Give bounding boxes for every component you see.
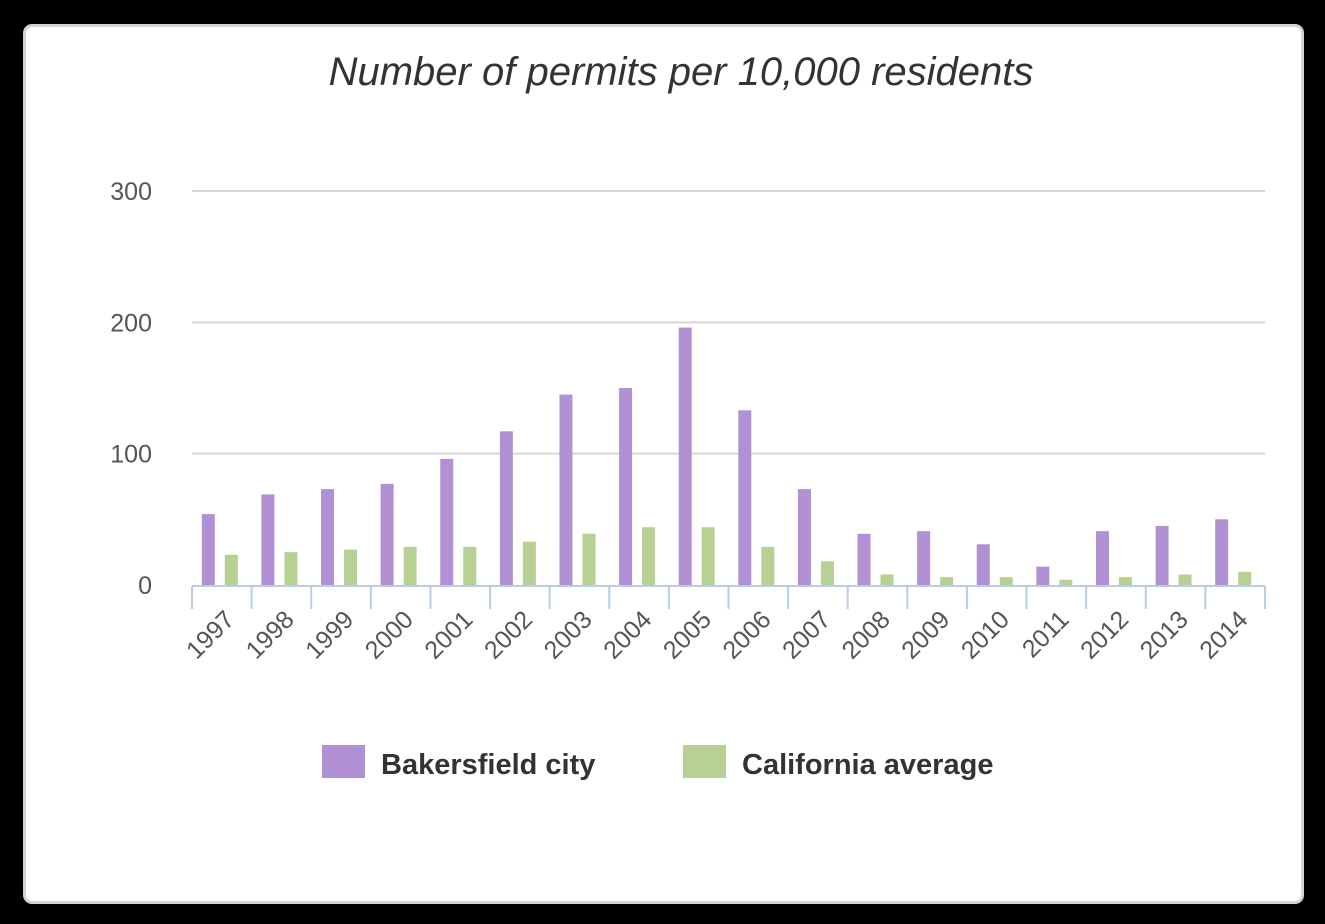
bar-bakersfield-2010 (976, 544, 990, 585)
x-tick-label-2013: 2013 (1135, 605, 1194, 664)
x-tick-label-2011: 2011 (1017, 605, 1075, 663)
bar-bakersfield-2012 (1095, 531, 1109, 585)
bar-california-2012 (1118, 577, 1132, 585)
bar-bakersfield-2014 (1215, 519, 1229, 585)
bar-california-2009 (940, 577, 954, 585)
legend-label: California average (742, 749, 993, 781)
x-tick-label-1999: 1999 (300, 605, 359, 664)
x-tick-label-2006: 2006 (717, 605, 776, 664)
legend-item-bakersfield[interactable]: Bakersfield city (322, 745, 595, 781)
chart-card: Number of permits per 10,000 residents 0… (23, 24, 1304, 904)
x-tick-label-1998: 1998 (241, 605, 300, 664)
bar-california-1998 (284, 552, 298, 585)
bar-california-2002 (522, 541, 536, 585)
x-tick-label-2005: 2005 (658, 605, 717, 664)
y-tick-label-100: 100 (110, 441, 152, 469)
bar-california-2010 (999, 577, 1013, 585)
bar-bakersfield-2007 (797, 489, 811, 585)
x-tick-label-2010: 2010 (956, 605, 1015, 664)
bar-bakersfield-2003 (559, 394, 573, 585)
y-tick-label-300: 300 (110, 178, 152, 206)
bar-california-1999 (344, 549, 358, 585)
x-tick-label-2004: 2004 (598, 605, 657, 664)
x-tick-label-2002: 2002 (479, 605, 538, 664)
bar-california-2007 (820, 561, 834, 585)
legend[interactable]: Bakersfield city California average (322, 745, 993, 781)
x-tick-label-2014: 2014 (1194, 605, 1253, 664)
x-tick-label-1997: 1997 (181, 605, 240, 664)
bar-california-2004 (642, 527, 656, 585)
bar-bakersfield-1997 (201, 514, 215, 585)
bar-bakersfield-1999 (321, 489, 335, 585)
x-tick-label-2012: 2012 (1075, 605, 1134, 664)
bar-california-2013 (1178, 574, 1192, 585)
x-axis: 1997 1998 1999 2000 2001 2002 2003 2004 2005 2006… (181, 585, 1266, 665)
x-tick-label-2008: 2008 (837, 605, 896, 664)
bar-chart: Number of permits per 10,000 residents 0… (110, 50, 1266, 781)
bar-bakersfield-2001 (440, 458, 454, 585)
y-axis: 0 100 200 300 (110, 178, 152, 600)
bar-bakersfield-2009 (917, 531, 931, 585)
legend-swatch (683, 745, 726, 778)
bar-california-2001 (463, 546, 477, 585)
bar-california-2014 (1238, 571, 1252, 585)
bar-bakersfield-2005 (678, 327, 692, 585)
chart-title: Number of permits per 10,000 residents (329, 50, 1034, 94)
bar-bakersfield-2004 (619, 388, 633, 585)
legend-item-california[interactable]: California average (683, 745, 993, 781)
gridlines (192, 190, 1265, 455)
bar-california-2000 (403, 546, 417, 585)
legend-label: Bakersfield city (381, 749, 595, 781)
bar-bakersfield-1998 (261, 494, 275, 585)
x-tick-label-2007: 2007 (777, 605, 836, 664)
y-tick-label-0: 0 (138, 572, 152, 600)
bar-california-2006 (761, 546, 775, 585)
y-tick-label-200: 200 (110, 309, 152, 337)
bar-bakersfield-2008 (857, 533, 871, 585)
x-tick-label-2003: 2003 (539, 605, 598, 664)
x-tick-label-2000: 2000 (360, 605, 419, 664)
bar-california-1997 (224, 554, 238, 585)
bar-california-2008 (880, 574, 894, 585)
bar-bakersfield-2013 (1155, 525, 1169, 585)
bar-bakersfield-2002 (499, 431, 513, 585)
x-tick-label-2001: 2001 (419, 605, 478, 664)
bar-bakersfield-2000 (380, 483, 394, 585)
bar-bakersfield-2006 (738, 410, 752, 585)
bar-bakersfield-2011 (1036, 566, 1050, 585)
bar-california-2003 (582, 533, 596, 585)
x-tick-label-2009: 2009 (896, 605, 955, 664)
bar-california-2005 (701, 527, 715, 585)
bars (201, 327, 1252, 585)
legend-swatch (322, 745, 365, 778)
bar-california-2011 (1059, 579, 1073, 585)
